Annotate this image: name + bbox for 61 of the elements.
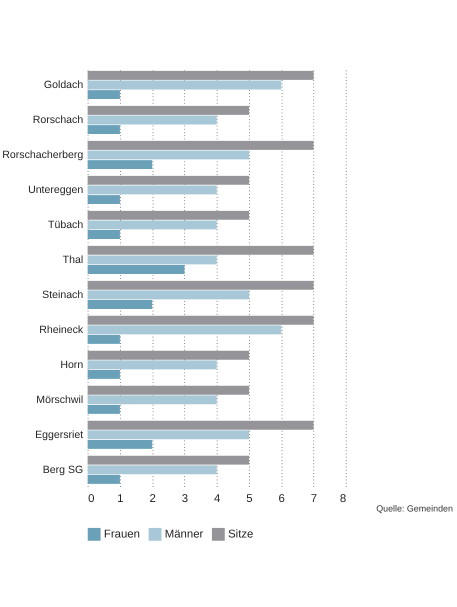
y-tick-label: Tübach xyxy=(48,219,84,232)
bar xyxy=(88,140,314,150)
bar xyxy=(88,220,217,230)
bar xyxy=(88,176,249,185)
x-tick-label: 6 xyxy=(278,493,285,506)
bar xyxy=(88,70,314,80)
bar xyxy=(88,265,184,274)
x-tick-label: 7 xyxy=(310,493,318,506)
bar xyxy=(88,106,249,115)
bar xyxy=(88,90,120,100)
bar xyxy=(88,160,152,170)
y-tick-label: Horn xyxy=(60,359,84,372)
y-tick-label: Thal xyxy=(62,254,84,266)
x-tick-label: 8 xyxy=(340,493,346,506)
x-tick-label: 4 xyxy=(214,493,220,506)
y-tick-label: Rorschacherberg xyxy=(2,149,84,162)
bar xyxy=(88,395,217,404)
source-note: Quelle: Gemeinden xyxy=(376,504,453,514)
bar xyxy=(88,150,249,160)
x-tick-label: 0 xyxy=(88,493,94,506)
x-tick-label: 1 xyxy=(117,493,124,506)
y-tick-label: Steinach xyxy=(42,289,84,302)
bar xyxy=(88,290,249,300)
legend-label: Männer xyxy=(164,528,204,541)
bar xyxy=(88,195,120,204)
x-tick-label: 5 xyxy=(246,493,253,506)
bar xyxy=(88,360,217,370)
bar xyxy=(88,465,217,474)
bar xyxy=(88,300,152,309)
bar xyxy=(88,430,249,440)
bar xyxy=(88,474,120,484)
y-tick-label: Goldach xyxy=(44,79,84,92)
y-tick-label: Berg SG xyxy=(42,464,84,476)
bar xyxy=(88,116,217,124)
y-tick-label: Untereggen xyxy=(28,184,84,196)
bar xyxy=(88,185,217,194)
bar xyxy=(88,386,249,395)
y-tick-label: Rheineck xyxy=(39,324,84,336)
bar xyxy=(88,440,152,449)
bar xyxy=(88,210,249,220)
bar xyxy=(88,456,249,465)
bar xyxy=(88,420,314,430)
bar xyxy=(88,80,282,90)
bar xyxy=(88,334,120,344)
x-tick-label: 3 xyxy=(182,493,188,506)
legend-label: Frauen xyxy=(104,528,140,541)
bar xyxy=(88,125,120,134)
bar xyxy=(88,370,120,379)
bar xyxy=(88,325,282,334)
bar xyxy=(88,404,120,414)
legend-label: Sitze xyxy=(228,528,254,541)
x-tick-label: 2 xyxy=(149,493,156,506)
y-tick-label: Mörschwil xyxy=(36,394,84,406)
bar xyxy=(88,230,120,239)
bar xyxy=(88,350,249,360)
y-tick-label: Rorschach xyxy=(32,114,84,126)
y-tick-label: Eggersriet xyxy=(35,429,84,442)
bar xyxy=(88,246,314,255)
bar xyxy=(88,280,314,290)
bar xyxy=(88,255,217,264)
bar xyxy=(88,316,314,325)
